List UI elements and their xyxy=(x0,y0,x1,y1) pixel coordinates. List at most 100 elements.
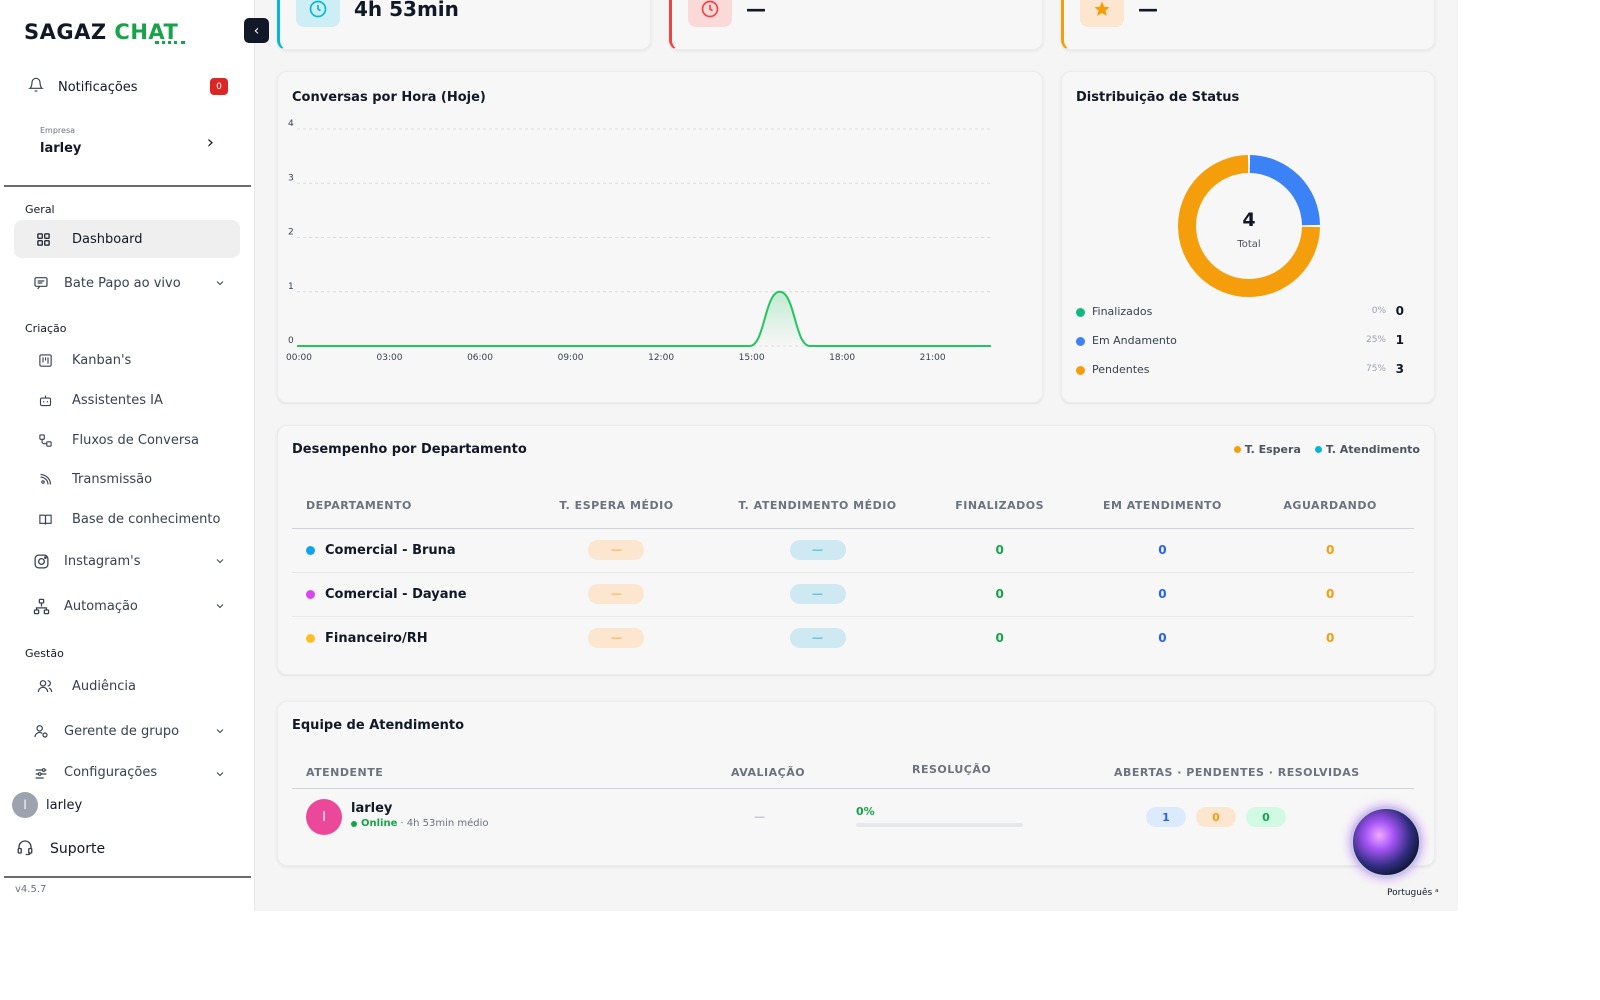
chevron-down-icon xyxy=(214,722,226,741)
sidebar-item-instagrams[interactable]: Instagram's xyxy=(14,542,240,580)
section-label-criacao: Criação xyxy=(25,322,67,335)
sidebar-item-bate-papo[interactable]: Bate Papo ao vivo xyxy=(14,264,240,302)
column-header[interactable]: FINALIZADOS xyxy=(920,484,1079,529)
column-header[interactable]: DEPARTAMENTO xyxy=(292,484,519,529)
em-atendimento-value: 0 xyxy=(1078,572,1247,617)
clock-alert-icon xyxy=(688,0,732,27)
department-table: DEPARTAMENTO T. ESPERA MÉDIO T. ATENDIME… xyxy=(292,484,1414,660)
department-performance-card: Desempenho por Departamento T. Espera T.… xyxy=(277,425,1435,675)
column-header[interactable]: EM ATENDIMENTO xyxy=(1078,484,1247,529)
status-text: Online xyxy=(361,818,398,829)
logo-dots-decoration xyxy=(155,38,185,44)
sidebar-item-base-conhecimento[interactable]: Base de conhecimento xyxy=(14,500,240,538)
company-value: larley xyxy=(40,141,82,156)
status-detail: · 4h 53min médio xyxy=(400,818,489,829)
atendimento-pill: — xyxy=(789,540,846,560)
sidebar-item-assistentes[interactable]: Assistentes IA xyxy=(14,381,240,419)
sidebar-item-label: Bate Papo ao vivo xyxy=(64,275,181,291)
sidebar-item-fluxos[interactable]: Fluxos de Conversa xyxy=(14,421,240,459)
table-row[interactable]: Financeiro/RH — — 0 0 0 xyxy=(292,616,1414,660)
atendimento-cell: — xyxy=(714,572,921,617)
support-link[interactable]: Suporte xyxy=(16,838,105,860)
workflow-icon xyxy=(36,431,54,449)
notifications-item[interactable]: Notificações 0 xyxy=(28,74,228,100)
y-tick-label: 0 xyxy=(288,336,294,346)
ai-assistant-orb-button[interactable] xyxy=(1350,806,1422,878)
legend-dot xyxy=(1233,446,1241,453)
legend-label: T. Espera xyxy=(1244,443,1301,456)
sidebar-item-label: Dashboard xyxy=(72,231,143,247)
resolution-progress-track xyxy=(856,823,1023,827)
sidebar-item-configuracoes[interactable]: Configurações xyxy=(14,760,240,782)
users-icon xyxy=(36,677,54,695)
atendimento-cell: — xyxy=(714,528,921,573)
column-header[interactable]: AGUARDANDO xyxy=(1246,484,1414,529)
x-tick-label: 09:00 xyxy=(558,353,584,363)
legend-percent: 25% xyxy=(1365,335,1386,345)
abertas-count: 1 xyxy=(1146,807,1186,827)
avatar[interactable]: l xyxy=(306,799,342,835)
x-tick-label: 03:00 xyxy=(377,353,403,363)
kpi-value: — xyxy=(1138,0,1158,21)
sidebar-bottom-divider xyxy=(4,876,251,878)
legend-item-atendimento: T. Atendimento xyxy=(1314,443,1420,456)
section-label-gestao: Gestão xyxy=(25,647,64,660)
status-distribution-card: Distribuição de Status 4 Total Finalizad… xyxy=(1061,71,1435,403)
column-header[interactable]: ABERTAS · PENDENTES · RESOLVIDAS xyxy=(1114,766,1360,779)
column-header[interactable]: ATENDENTE xyxy=(306,766,384,779)
sidebar-item-audiencia[interactable]: Audiência xyxy=(14,667,240,705)
collapse-sidebar-button[interactable]: ‹ xyxy=(244,18,269,43)
sidebar-item-label: Base de conhecimento xyxy=(72,511,221,527)
book-open-icon xyxy=(36,510,54,528)
app-root: SAGAZ CHAT Notificações 0 Empresa larley… xyxy=(4,0,1439,911)
column-header[interactable]: T. ATENDIMENTO MÉDIO xyxy=(714,484,921,529)
current-user[interactable]: l larley xyxy=(12,792,82,818)
sidebar-item-gerente-grupo[interactable]: Gerente de grupo xyxy=(14,712,240,750)
logo-text-part2: CHAT xyxy=(114,20,179,44)
x-tick-label: 18:00 xyxy=(829,353,855,363)
sidebar-item-dashboard[interactable]: Dashboard xyxy=(14,220,240,258)
chevron-down-icon xyxy=(214,552,226,571)
kpi-value: 4h 53min xyxy=(354,0,459,21)
language-selector[interactable]: Português ᵃ xyxy=(1387,888,1439,898)
donut-slice-pendentes[interactable] xyxy=(1178,155,1320,297)
sidebar-item-transmissao[interactable]: Transmissão xyxy=(14,460,240,498)
conversas-por-hora-card: Conversas por Hora (Hoje) 0 1 2 3 4 00:00 03:… xyxy=(277,71,1043,403)
sidebar-item-label: Instagram's xyxy=(64,553,141,569)
sidebar-item-automacao[interactable]: Automação xyxy=(14,587,240,625)
clock-icon xyxy=(296,0,340,27)
y-tick-label: 4 xyxy=(288,119,294,129)
atendimento-pill: — xyxy=(789,628,846,649)
brand-logo[interactable]: SAGAZ CHAT xyxy=(24,20,178,44)
table-row[interactable]: Comercial - Dayane — — 0 0 0 xyxy=(292,572,1414,617)
card-title: Desempenho por Departamento xyxy=(292,442,527,457)
dashboard-grid-icon xyxy=(34,230,52,248)
logo-text-part1: SAGAZ xyxy=(24,20,107,44)
agent-status: Online · 4h 53min médio xyxy=(351,818,489,829)
table-header-row: DEPARTAMENTO T. ESPERA MÉDIO T. ATENDIME… xyxy=(292,484,1414,529)
espera-pill: — xyxy=(588,540,645,560)
column-header[interactable]: T. ESPERA MÉDIO xyxy=(518,484,715,529)
table-row[interactable]: Comercial - Bruna — — 0 0 0 xyxy=(292,528,1414,573)
legend-item-pendentes: Pendentes 75% 3 xyxy=(1076,360,1412,380)
sidebar-item-label: Audiência xyxy=(72,678,136,694)
finalizados-value: 0 xyxy=(995,631,1004,646)
column-header[interactable]: RESOLUÇÃO xyxy=(912,763,992,776)
legend-dot xyxy=(1314,446,1322,453)
company-selector[interactable]: Empresa larley › xyxy=(28,122,228,166)
legend-dot xyxy=(1076,337,1085,346)
legend-dot xyxy=(1076,308,1085,317)
agent-name[interactable]: larley xyxy=(351,801,393,816)
series-line xyxy=(296,290,991,348)
legend-label: Finalizados xyxy=(1092,305,1153,318)
legend-item-finalizados: Finalizados 0% 0 xyxy=(1076,302,1412,322)
legend-label: Pendentes xyxy=(1092,363,1150,376)
sidebar-item-kanbans[interactable]: Kanban's xyxy=(14,341,240,379)
sidebar-item-label: Kanban's xyxy=(72,352,132,368)
department-color-dot xyxy=(306,589,315,599)
donut-slice-em-andamento[interactable] xyxy=(1249,155,1320,226)
atendimento-pill: — xyxy=(789,584,846,604)
column-header[interactable]: AVALIAÇÃO xyxy=(731,766,806,779)
series-area xyxy=(297,291,991,346)
hierarchy-icon xyxy=(32,597,50,615)
